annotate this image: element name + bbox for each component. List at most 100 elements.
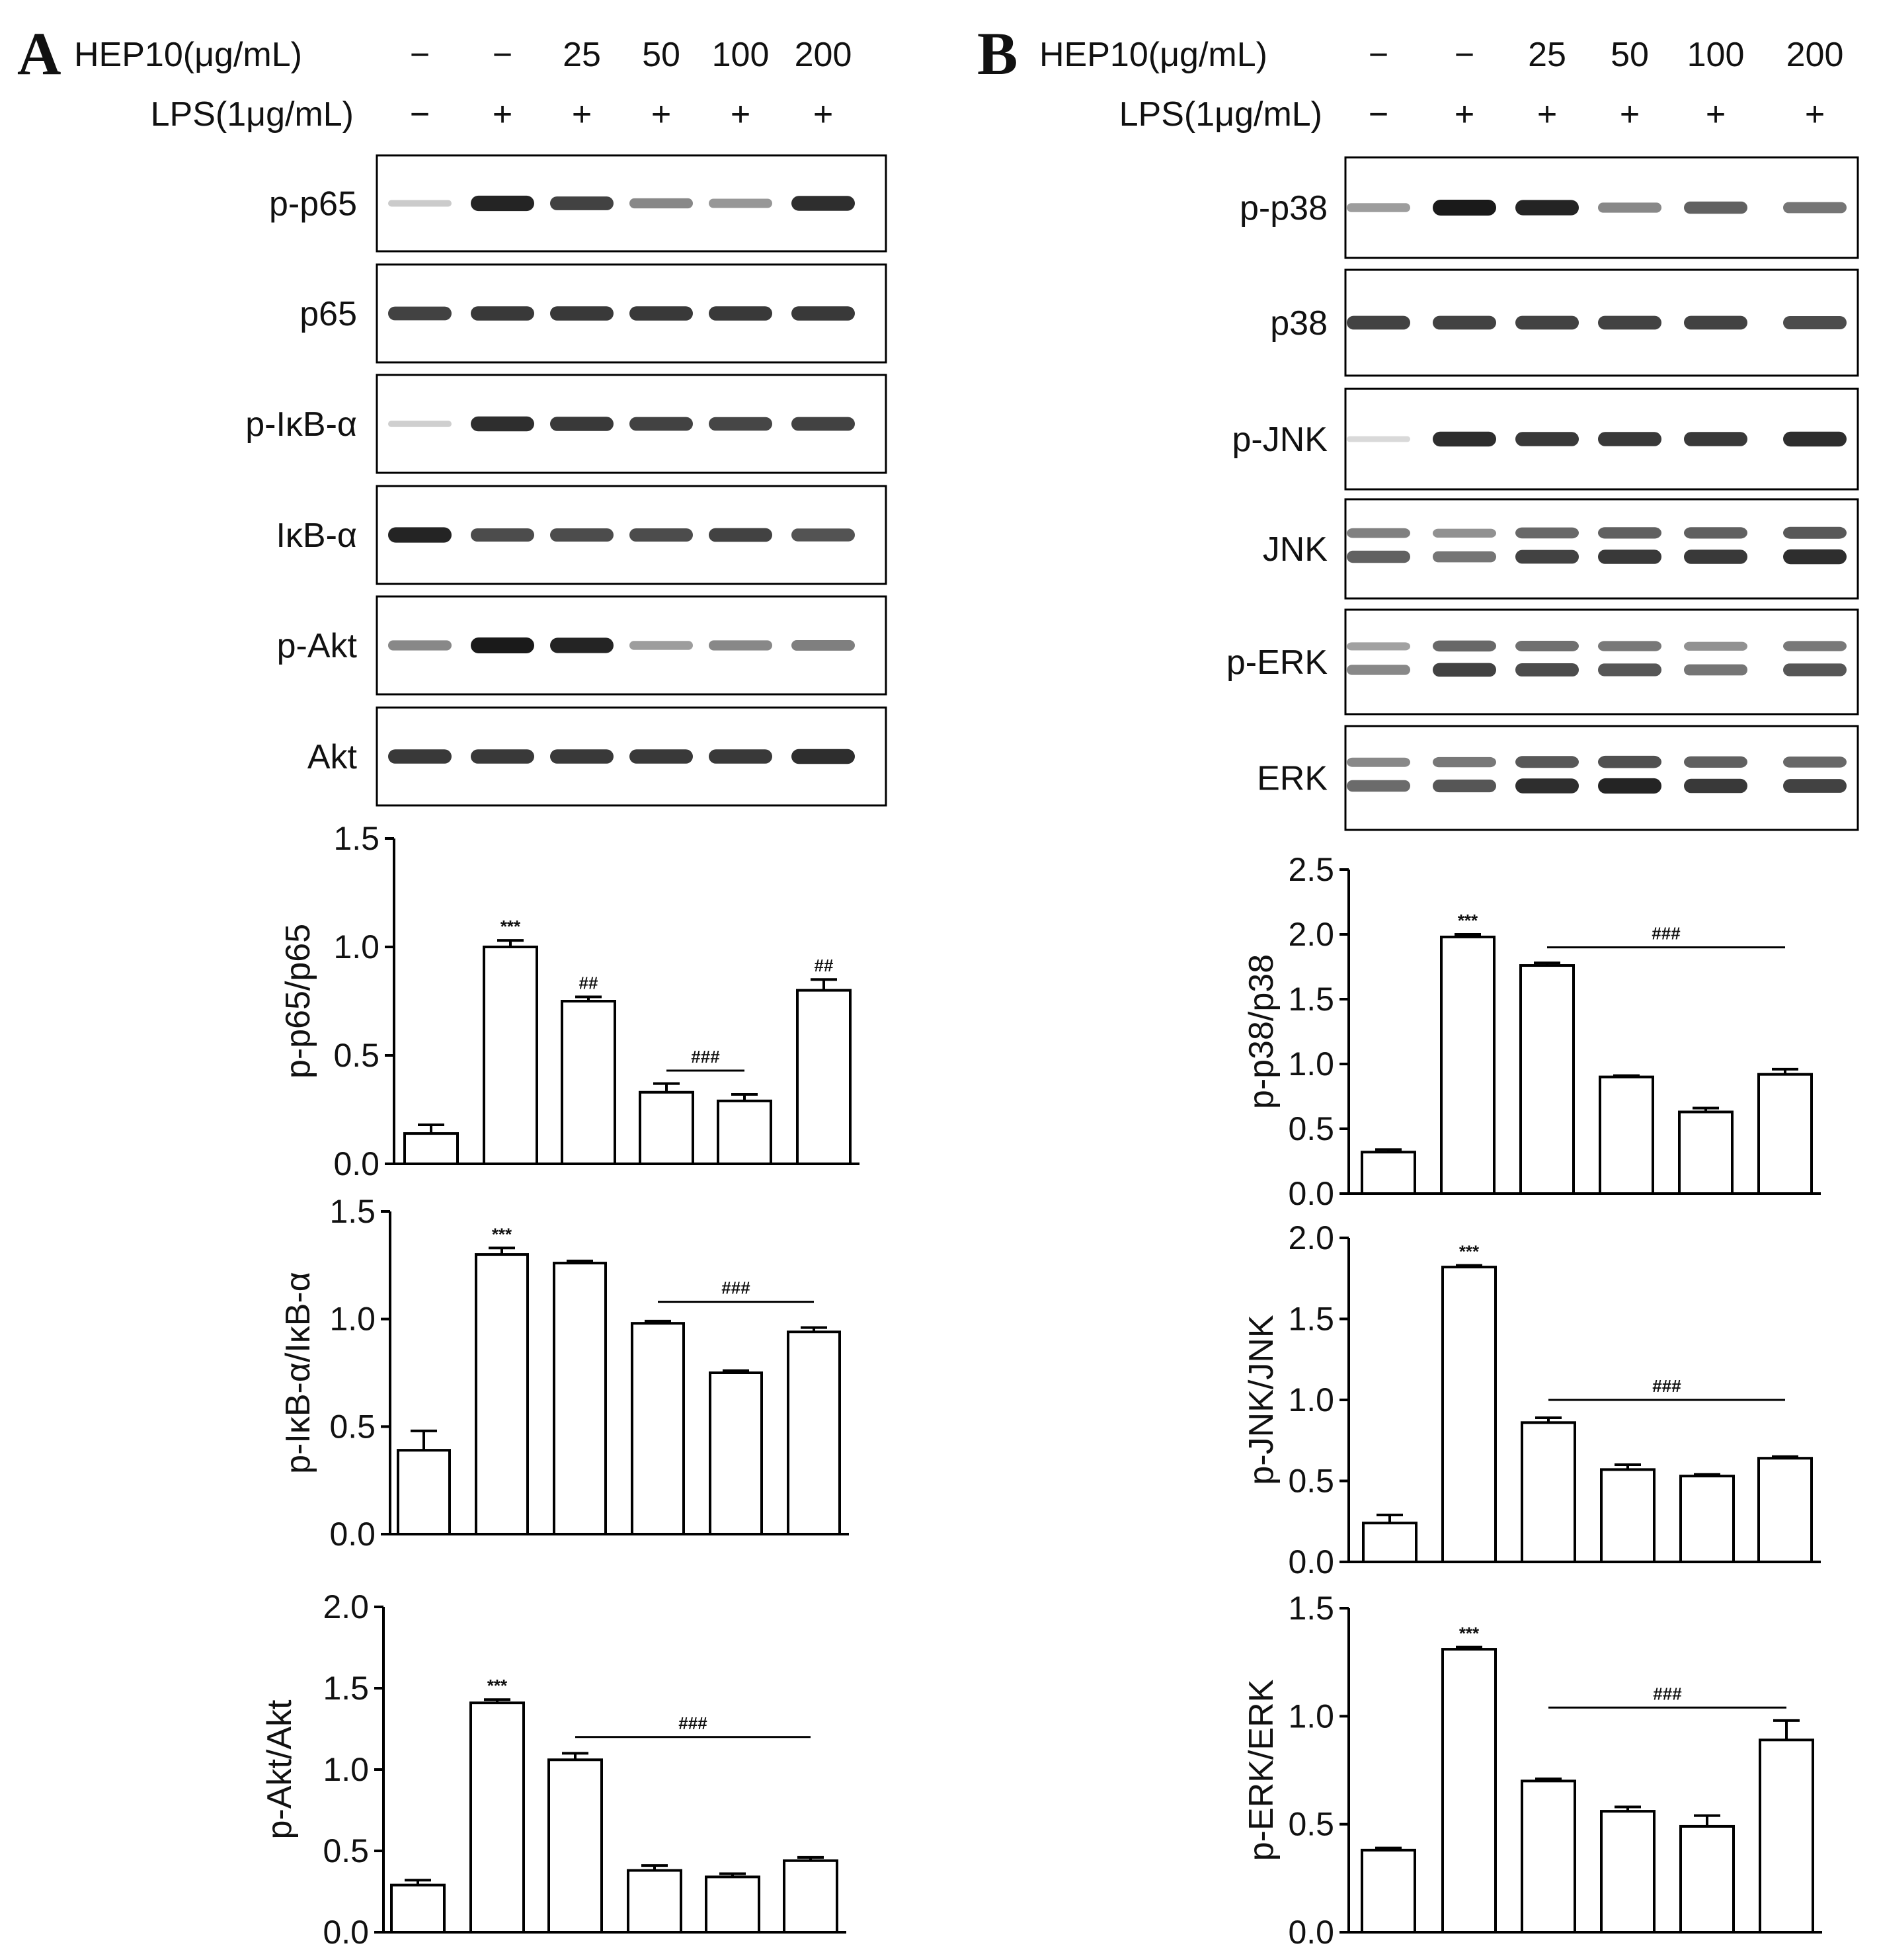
band-lane-2 — [471, 306, 534, 321]
band-lane-5 — [709, 306, 772, 321]
band-upper-lane-1 — [1347, 528, 1410, 538]
blot-p-erk: p-ERK — [1226, 608, 1859, 715]
band-upper-lane-1 — [1347, 642, 1410, 651]
y-tick-label: 1.0 — [333, 928, 379, 965]
blot-label: Akt — [307, 738, 358, 776]
hep-dose-lane-5: 100 — [1687, 36, 1745, 74]
band-lane-4 — [629, 198, 693, 209]
band-lower-lane-6 — [1783, 549, 1847, 565]
blot-p-p65: p-p65 — [269, 154, 887, 253]
band-lane-5 — [709, 749, 772, 764]
lps-sign-lane-4: + — [651, 95, 671, 134]
band-upper-lane-2 — [1433, 756, 1496, 768]
bar-lps-25 — [547, 1758, 603, 1934]
blot-i-b-: IκB-α — [276, 485, 887, 585]
band-lane-4 — [629, 641, 693, 650]
blot-label: p-Akt — [277, 627, 358, 665]
band-upper-lane-2 — [1433, 528, 1496, 538]
blot-label: p-IκB-α — [245, 405, 357, 444]
band-lower-lane-6 — [1783, 779, 1847, 793]
significance-marker: ### — [1652, 1376, 1681, 1396]
significance-marker: *** — [1458, 911, 1478, 930]
band-lane-2 — [471, 195, 534, 212]
bar-control — [390, 1883, 446, 1934]
y-axis-label: p-IκB-α/IκB-α — [279, 1272, 317, 1474]
band-lower-lane-3 — [1515, 663, 1579, 676]
blot-label: p-ERK — [1226, 643, 1328, 682]
y-axis-label: p-JNK/JNK — [1242, 1315, 1281, 1485]
y-tick-label: 1.0 — [1288, 1045, 1334, 1082]
blot-frame — [1344, 725, 1859, 831]
blot-label: p-p38 — [1240, 189, 1328, 227]
band-lane-6 — [791, 528, 855, 542]
chart-p-ikba: 0.0 0.5 1.0 1.5 p-IκB-α/IκB-α *** ### — [279, 1193, 849, 1553]
band-lane-5 — [709, 198, 772, 208]
y-tick-label: 2.0 — [323, 1588, 369, 1625]
band-lane-4 — [1598, 432, 1661, 446]
band-lane-6 — [1783, 316, 1847, 329]
significance-marker: ### — [691, 1047, 720, 1067]
blot-label: ERK — [1257, 760, 1328, 798]
band-lane-4 — [629, 417, 693, 431]
hep-dose-lane-4: 50 — [1611, 36, 1649, 74]
significance-marker: ## — [579, 973, 598, 993]
y-tick-label: 0.5 — [323, 1832, 369, 1869]
y-axis-label: p-ERK/ERK — [1242, 1679, 1281, 1861]
bar-control — [397, 1449, 451, 1536]
band-lower-lane-5 — [1684, 664, 1747, 676]
bar-lps-25 — [553, 1262, 607, 1535]
y-tick-label: 0.5 — [333, 1037, 379, 1074]
band-lane-4 — [629, 749, 693, 764]
band-upper-lane-3 — [1515, 527, 1579, 539]
band-lower-lane-1 — [1347, 665, 1410, 675]
band-lane-3 — [550, 417, 614, 431]
lps-sign-lane-3: + — [1537, 95, 1557, 134]
hep-dose-lane-1: − — [1369, 36, 1388, 74]
significance-marker: *** — [1459, 1623, 1480, 1643]
blot-erk: ERK — [1257, 725, 1859, 831]
y-tick-label: 1.5 — [1288, 1590, 1334, 1627]
y-axis-label: p-Akt/Akt — [260, 1699, 299, 1839]
hep-dose-lane-1: − — [410, 36, 430, 74]
bar-lps-200 — [787, 1330, 841, 1535]
bar-lps-25 — [561, 1000, 616, 1165]
hep-dose-lane-4: 50 — [642, 36, 680, 74]
band-lane-5 — [709, 640, 772, 651]
blot-p-akt: p-Akt — [277, 595, 887, 696]
bar-lps-100 — [1679, 1475, 1735, 1563]
significance-marker: *** — [487, 1676, 508, 1695]
band-lower-lane-2 — [1433, 551, 1496, 563]
blot-frame — [1344, 498, 1859, 600]
band-lane-1 — [388, 306, 452, 321]
band-lane-6 — [791, 306, 855, 321]
blot-frame — [1344, 268, 1859, 377]
band-lower-lane-4 — [1598, 550, 1661, 564]
blot-label: p-p65 — [269, 185, 357, 224]
hep10-label-b: HEP10(μg/mL) — [1039, 36, 1267, 74]
bar-lps-50 — [1600, 1468, 1656, 1564]
band-upper-lane-6 — [1783, 526, 1847, 539]
y-tick-label: 0.0 — [333, 1145, 379, 1182]
band-lane-5 — [1684, 201, 1747, 214]
panel-letter-a: A — [17, 20, 61, 87]
bar-lps-200 — [1757, 1073, 1813, 1196]
y-tick-label: 2.5 — [1288, 851, 1334, 888]
band-lane-6 — [791, 417, 855, 431]
y-tick-label: 1.0 — [329, 1301, 376, 1338]
band-lane-1 — [1347, 436, 1410, 442]
y-tick-label: 0.5 — [1288, 1110, 1334, 1147]
lps-sign-lane-1: − — [1369, 95, 1388, 134]
bar-lps — [483, 946, 538, 1165]
chart-p-p65: 0.00.51.01.5p-p65/p65 ***####### — [279, 820, 859, 1182]
bar-lps-25 — [1521, 1779, 1576, 1934]
blot-jnk: JNK — [1263, 498, 1859, 600]
band-upper-lane-4 — [1598, 641, 1661, 651]
band-lane-5 — [1684, 315, 1747, 330]
western-blots-a: p-p65 p65 p-IκB-α IκB-α p-Akt Akt — [245, 154, 887, 807]
band-lane-6 — [1783, 202, 1847, 214]
band-upper-lane-2 — [1433, 640, 1496, 652]
hep-dose-lane-6: 200 — [1786, 36, 1844, 74]
y-tick-label: 1.5 — [1288, 1301, 1334, 1338]
band-lower-lane-3 — [1515, 550, 1579, 564]
band-lane-2 — [471, 528, 534, 542]
